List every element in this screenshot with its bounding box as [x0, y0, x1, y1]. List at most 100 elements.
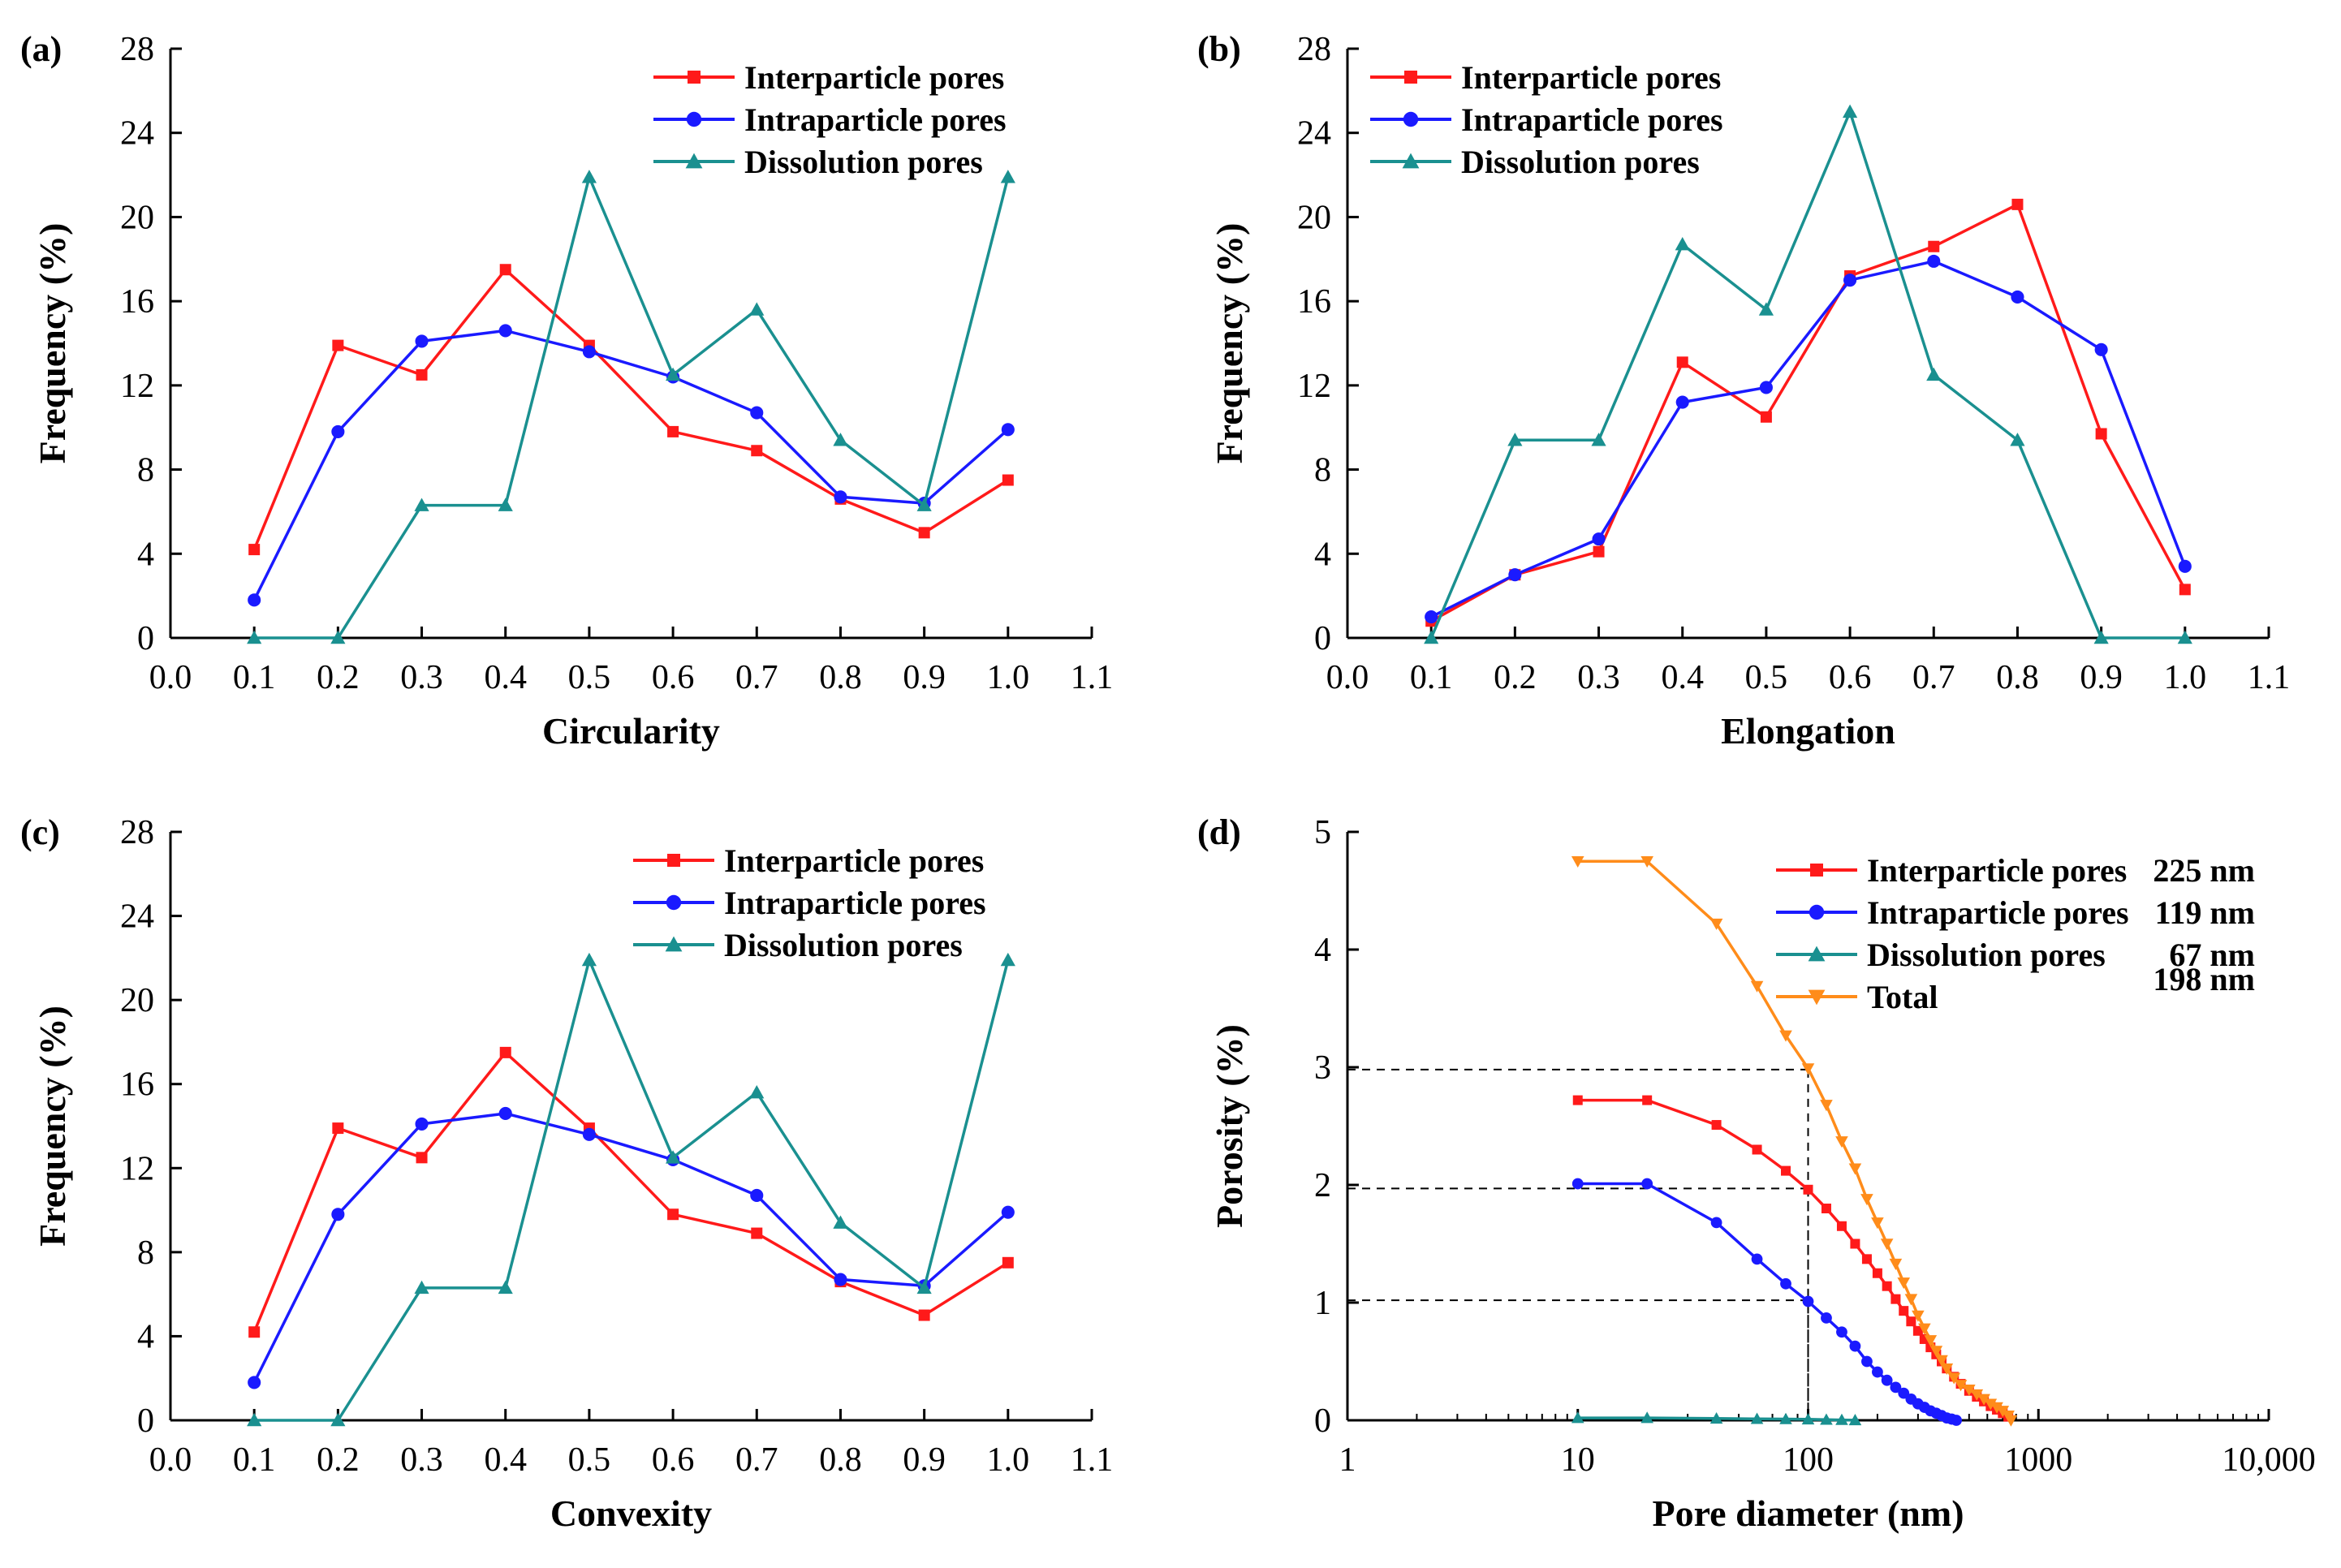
- y-tick-label: 16: [120, 1066, 154, 1104]
- data-point-intraparticle: [2011, 290, 2024, 304]
- data-point-total: [2004, 1415, 2018, 1427]
- x-tick-label: 0.6: [1829, 659, 1872, 696]
- data-point-intraparticle: [750, 1188, 764, 1202]
- legend-label-dissolution: Dissolution pores: [724, 927, 963, 963]
- y-tick-label: 0: [137, 1402, 154, 1440]
- y-tick-label: 24: [120, 115, 154, 153]
- series-line-intraparticle: [252, 329, 1009, 601]
- data-point-total: [1860, 1194, 1873, 1206]
- data-point-dissolution: [665, 367, 681, 381]
- data-point-total: [1904, 1294, 1918, 1306]
- legend-marker-intraparticle: [1403, 111, 1419, 127]
- data-point-intraparticle: [1001, 1205, 1015, 1219]
- data-point-interparticle: [248, 544, 261, 556]
- data-point-dissolution: [916, 1280, 932, 1294]
- data-point-intraparticle: [1872, 1366, 1883, 1378]
- x-axis-label: Convexity: [550, 1493, 712, 1534]
- x-tick-label: 0.9: [903, 1441, 946, 1479]
- legend-label-interparticle: Interparticle pores: [744, 59, 1004, 96]
- data-point-total: [1709, 918, 1723, 930]
- data-point-intraparticle: [834, 1273, 847, 1286]
- data-point-dissolution: [1675, 237, 1690, 251]
- x-tick-label: 0.4: [1661, 659, 1704, 696]
- data-point-interparticle: [1850, 1238, 1860, 1249]
- series-line-interparticle: [1430, 203, 2187, 622]
- legend-marker-total: [1808, 989, 1826, 1006]
- legend-marker-intraparticle: [666, 894, 682, 911]
- data-point-dissolution: [749, 1084, 765, 1099]
- legend-marker-dissolution: [665, 936, 683, 952]
- data-point-intraparticle: [415, 334, 429, 348]
- x-tick-label: 0.8: [1996, 659, 2039, 696]
- legend-marker-intraparticle: [686, 111, 702, 127]
- data-point-dissolution: [1000, 952, 1015, 967]
- data-point-dissolution: [498, 1280, 513, 1294]
- data-point-interparticle: [1928, 240, 1940, 252]
- x-tick-label: 0.1: [1410, 659, 1453, 696]
- data-point-intraparticle: [1641, 1178, 1653, 1190]
- legend-label-interparticle: Interparticle pores: [1461, 59, 1721, 96]
- series-interparticle: [248, 264, 1014, 556]
- legend-marker-dissolution: [1402, 153, 1420, 169]
- data-point-intraparticle: [248, 1376, 261, 1389]
- data-point-intraparticle: [415, 1117, 429, 1131]
- data-point-interparticle: [1890, 1294, 1901, 1304]
- data-point-intraparticle: [1951, 1415, 1962, 1426]
- data-point-dissolution: [330, 1412, 346, 1427]
- data-point-total: [1835, 1136, 1848, 1148]
- panel-label: (b): [1197, 29, 1241, 69]
- x-tick-label: 1.1: [1071, 659, 1114, 696]
- data-point-dissolution: [2177, 630, 2192, 644]
- data-point-intraparticle: [331, 424, 345, 438]
- x-tick-label: 0.9: [903, 659, 946, 696]
- data-point-dissolution: [1709, 1412, 1723, 1424]
- data-point-dissolution: [1000, 170, 1015, 183]
- x-tick-label: 0.4: [484, 1441, 527, 1479]
- legend-label-interparticle: Interparticle pores: [724, 842, 984, 879]
- y-tick-label: 24: [1297, 115, 1331, 153]
- data-point-interparticle: [1676, 356, 1688, 368]
- x-tick-label: 0.7: [735, 659, 778, 696]
- panel-b: 0 4 8 12 16 20 24 28 0.0 0.1 0.2 0.3 0.4 0.5 0.6 0.7 0.8…: [1197, 29, 2290, 752]
- data-point-dissolution: [2093, 630, 2109, 644]
- y-tick-label: 28: [1297, 31, 1331, 68]
- data-point-dissolution: [833, 1215, 848, 1229]
- x-tick-label: 0.7: [1912, 659, 1955, 696]
- y-tick-label: 4: [1314, 536, 1331, 573]
- data-point-dissolution: [1758, 302, 1774, 316]
- y-tick-label: 20: [1297, 199, 1331, 236]
- data-point-dissolution: [414, 1280, 429, 1294]
- data-point-interparticle: [1912, 1325, 1923, 1336]
- data-point-intraparticle: [1751, 1253, 1763, 1265]
- legend-marker-interparticle: [1404, 71, 1417, 84]
- y-tick-label: 0: [1314, 1402, 1331, 1440]
- data-point-interparticle: [1906, 1316, 1916, 1327]
- x-tick-label: 100: [1783, 1441, 1834, 1479]
- legend-label-intraparticle: Intraparticle pores: [724, 885, 986, 921]
- data-point-intraparticle: [2178, 559, 2192, 573]
- series-interparticle: [1425, 198, 2191, 627]
- data-point-intraparticle: [1843, 274, 1857, 287]
- data-point-interparticle: [2179, 584, 2191, 596]
- data-point-total: [1801, 1063, 1815, 1075]
- data-point-interparticle: [1882, 1281, 1892, 1291]
- data-point-intraparticle: [2094, 342, 2108, 356]
- series-dissolution: [1424, 104, 2192, 644]
- y-tick-label: 4: [137, 536, 154, 573]
- data-point-total: [1929, 1346, 1943, 1358]
- data-point-dissolution: [749, 302, 765, 316]
- panel-label: (a): [20, 29, 62, 69]
- data-point-dissolution: [1591, 433, 1606, 446]
- x-tick-label: 1.1: [1071, 1441, 1114, 1479]
- series-line-dissolution: [1429, 110, 2185, 640]
- x-tick-label: 0.6: [652, 1441, 695, 1479]
- series-dissolution: [1571, 1411, 1862, 1426]
- series-intraparticle: [248, 1106, 1015, 1389]
- data-point-total: [1779, 1030, 1792, 1042]
- x-tick-label: 0.3: [400, 659, 443, 696]
- panel-label: (c): [20, 812, 60, 852]
- x-axis-label: Pore diameter (nm): [1652, 1493, 1964, 1534]
- y-tick-label: 1: [1314, 1285, 1331, 1322]
- x-tick-label: 1.0: [987, 659, 1030, 696]
- x-tick-label: 1.0: [2164, 659, 2207, 696]
